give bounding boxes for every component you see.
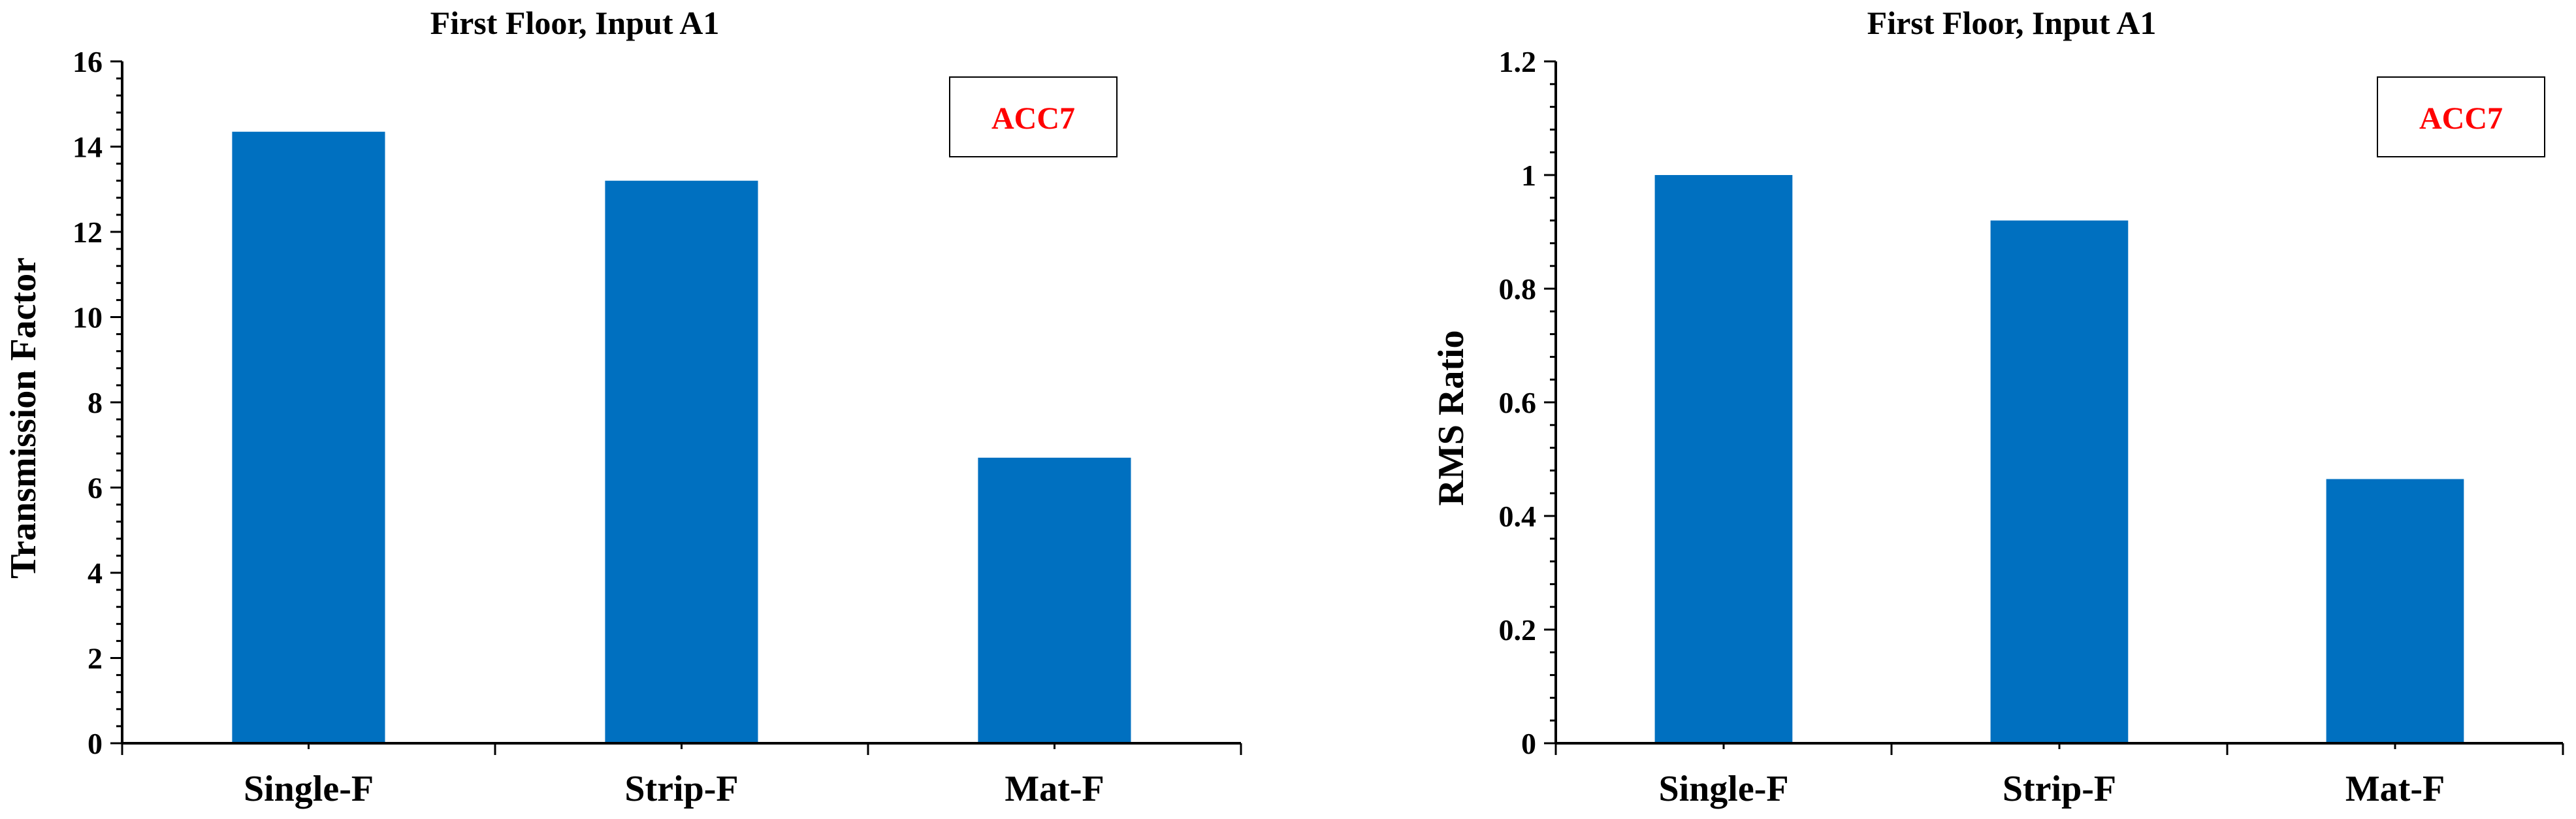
plot-area: 0 0.2 0.4 0.6 0.8 1 1.2 Single-F Strip-F Mat-F bbox=[1499, 45, 2564, 809]
legend-label: ACC7 bbox=[2419, 101, 2503, 136]
y-tick-label: 12 bbox=[72, 216, 103, 249]
bar-series bbox=[232, 131, 1131, 743]
y-tick-label: 0.2 bbox=[1499, 613, 1537, 647]
x-ticks: Single-F Strip-F Mat-F bbox=[1554, 743, 2564, 809]
legend: ACC7 bbox=[949, 76, 1118, 157]
bar-series bbox=[1654, 175, 2464, 744]
chart-rms-ratio: First Floor, Input A1 RMS Ratio 00.20.40… bbox=[1431, 5, 2564, 809]
bar-mat-f bbox=[2326, 479, 2464, 743]
x-tick-label: Single-F bbox=[244, 769, 374, 809]
x-tick-label: Strip-F bbox=[624, 769, 738, 809]
bar-single-f bbox=[1654, 175, 1793, 743]
legend-box bbox=[2377, 76, 2545, 157]
y-tick-label: 0.6 bbox=[1499, 386, 1537, 419]
y-tick-label: 16 bbox=[72, 45, 103, 78]
legend-box bbox=[949, 76, 1118, 157]
y-tick-label: 0.4 bbox=[1499, 500, 1537, 533]
bar-single-f bbox=[232, 131, 385, 743]
y-tick-label: 1.2 bbox=[1499, 45, 1537, 78]
chart-title: First Floor, Input A1 bbox=[430, 5, 720, 41]
x-tick-label: Mat-F bbox=[2345, 769, 2445, 809]
legend-label: ACC7 bbox=[991, 101, 1075, 136]
legend: ACC7 bbox=[2377, 76, 2545, 157]
y-tick-label: 6 bbox=[88, 472, 103, 505]
y-tick-label: 0 bbox=[1521, 727, 1536, 760]
y-axis-label: Transmission Factor bbox=[3, 257, 44, 579]
x-tick-label: Strip-F bbox=[2003, 769, 2116, 809]
plot-area: 0 2 4 6 8 10 12 14 16 Single-F Strip-F Mat-F bbox=[72, 45, 1242, 809]
chart-transmission-factor: First Floor, Input A1 Transmission Facto… bbox=[3, 5, 1242, 809]
x-tick-label: Mat-F bbox=[1005, 769, 1104, 809]
bar-mat-f bbox=[978, 457, 1131, 743]
bar-strip-f bbox=[1990, 220, 2129, 744]
y-tick-label: 0.8 bbox=[1499, 272, 1537, 306]
y-tick-label: 10 bbox=[72, 301, 103, 334]
y-tick-label: 0 bbox=[88, 727, 103, 760]
chart-title: First Floor, Input A1 bbox=[1867, 5, 2157, 41]
x-ticks: Single-F Strip-F Mat-F bbox=[121, 743, 1242, 809]
y-ticks: 0 2 4 6 8 10 12 14 16 bbox=[72, 45, 122, 760]
y-tick-label: 1 bbox=[1521, 159, 1536, 192]
x-tick-label: Single-F bbox=[1658, 769, 1788, 809]
y-tick-label: 2 bbox=[88, 642, 103, 675]
y-ticks: 0 0.2 0.4 0.6 0.8 1 1.2 bbox=[1499, 45, 1556, 760]
y-tick-label: 8 bbox=[88, 386, 103, 419]
y-tick-label: 14 bbox=[72, 131, 103, 164]
bar-strip-f bbox=[605, 180, 758, 743]
y-axis-label: RMS Ratio bbox=[1431, 330, 1472, 506]
y-tick-label: 4 bbox=[88, 556, 103, 590]
